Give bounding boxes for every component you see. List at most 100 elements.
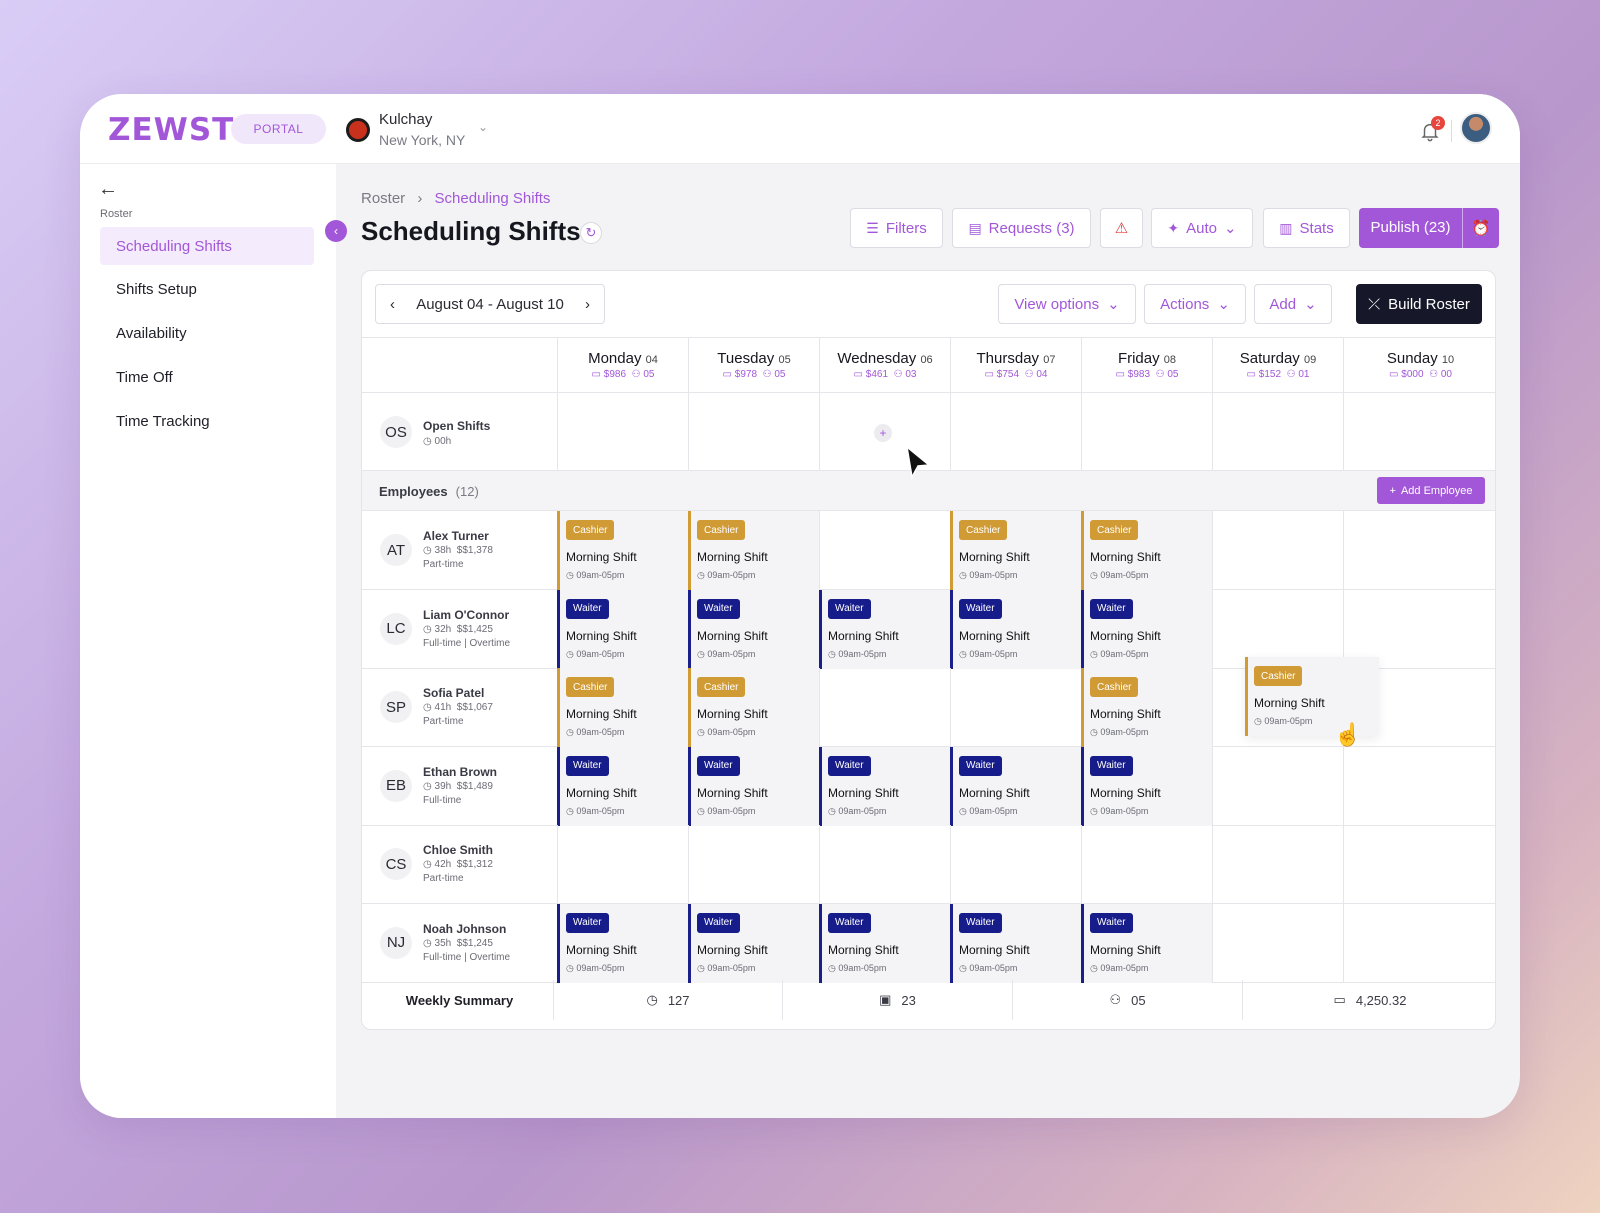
schedule-cell[interactable] — [1212, 903, 1343, 982]
people-icon: ⚇ — [762, 369, 772, 380]
chevron-down-icon[interactable]: ⌄ — [478, 120, 489, 134]
warning-button[interactable]: ⚠ — [1100, 208, 1143, 248]
shift-card[interactable]: Waiter Morning Shift ◷ 09am-05pm — [688, 589, 819, 669]
shift-card[interactable]: Cashier Morning Shift ◷ 09am-05pm — [557, 511, 688, 590]
schedule-cell[interactable] — [1212, 746, 1343, 825]
shift-card[interactable]: Cashier Morning Shift ◷ 09am-05pm — [688, 668, 819, 747]
employee-name[interactable]: Chloe Smith — [423, 843, 494, 857]
cash-icon: ▭ — [1246, 369, 1256, 380]
portal-badge[interactable]: PORTAL — [231, 114, 326, 144]
back-arrow-icon[interactable]: ← — [98, 178, 118, 200]
employee-name[interactable]: Liam O'Connor — [423, 607, 510, 622]
add-employee-button[interactable]: + Add Employee — [1377, 477, 1485, 504]
schedule-cell[interactable] — [1343, 903, 1495, 982]
schedule-cell[interactable] — [1343, 825, 1495, 903]
schedule-cell[interactable] — [1081, 825, 1212, 903]
open-shift-cell[interactable] — [557, 393, 688, 470]
shift-card[interactable]: Waiter Morning Shift ◷ 09am-05pm — [1081, 746, 1212, 826]
shift-card[interactable]: Waiter Morning Shift ◷ 09am-05pm — [819, 746, 950, 826]
day-stats: ▭ $000 ⚇ 00 — [1344, 369, 1495, 380]
refresh-icon[interactable]: ↻ — [580, 222, 602, 244]
sidebar-item-availability[interactable]: Availability — [116, 324, 187, 342]
schedule-cell[interactable] — [1343, 746, 1495, 825]
sidebar-item-shifts-setup[interactable]: Shifts Setup — [116, 280, 197, 298]
employee-initials: SP — [380, 691, 412, 723]
shift-card[interactable]: Cashier Morning Shift ◷ 09am-05pm — [688, 511, 819, 590]
shift-name: Morning Shift — [828, 628, 899, 643]
shift-card[interactable]: Waiter Morning Shift ◷ 09am-05pm — [688, 746, 819, 826]
shift-card[interactable]: Waiter Morning Shift ◷ 09am-05pm — [557, 903, 688, 983]
schedule-cell[interactable] — [557, 825, 688, 903]
schedule-cell[interactable] — [1212, 668, 1343, 746]
shift-card[interactable]: Cashier Morning Shift ◷ 09am-05pm — [1081, 511, 1212, 590]
view-options-dropdown[interactable]: View options ⌄ — [998, 284, 1136, 324]
role-badge: Cashier — [566, 520, 615, 540]
employee-name[interactable]: Alex Turner — [423, 529, 489, 543]
drag-hand-icon: ☝ — [1334, 722, 1362, 747]
publish-button[interactable]: Publish (23) ⏰ — [1359, 208, 1499, 248]
open-shift-cell[interactable] — [950, 393, 1081, 470]
shift-card[interactable]: Waiter Morning Shift ◷ 09am-05pm — [688, 903, 819, 983]
week-selector[interactable]: ‹ August 04 - August 10 › — [375, 284, 605, 324]
schedule-cell[interactable] — [819, 825, 950, 903]
shift-card[interactable]: Waiter Morning Shift ◷ 09am-05pm — [819, 589, 950, 669]
schedule-cell[interactable] — [1343, 511, 1495, 589]
clock-icon: ◷ — [423, 937, 432, 949]
shift-card[interactable]: Cashier Morning Shift ◷ 09am-05pm — [1081, 668, 1212, 747]
role-badge: Waiter — [566, 755, 609, 776]
cash-icon: ▭ — [1115, 369, 1125, 380]
schedule-cell[interactable] — [819, 668, 950, 746]
shift-card[interactable]: Waiter Morning Shift ◷ 09am-05pm — [1081, 903, 1212, 983]
shift-card[interactable]: Waiter Morning Shift ◷ 09am-05pm — [557, 746, 688, 826]
shift-card[interactable]: Waiter Morning Shift ◷ 09am-05pm — [950, 589, 1081, 669]
schedule-cell[interactable] — [950, 668, 1081, 746]
top-bar: ZEWST PORTAL Kulchay New York, NY ⌄ 2 — [80, 94, 1520, 164]
collapse-sidebar-button[interactable]: ‹ — [325, 220, 347, 242]
chevron-right-icon[interactable]: › — [584, 295, 590, 313]
schedule-cell[interactable] — [1343, 589, 1495, 668]
sidebar-item-time-off[interactable]: Time Off — [116, 368, 173, 386]
alarm-icon[interactable]: ⏰ — [1471, 220, 1491, 237]
schedule-cell[interactable] — [688, 825, 819, 903]
add-open-shift-button[interactable]: + — [874, 424, 892, 442]
shift-card[interactable]: Waiter Morning Shift ◷ 09am-05pm — [950, 746, 1081, 826]
shift-card[interactable]: Waiter Morning Shift ◷ 09am-05pm — [557, 589, 688, 669]
auto-dropdown[interactable]: ✦ Auto ⌄ — [1151, 208, 1253, 248]
open-shift-cell[interactable] — [819, 393, 950, 470]
schedule-cell[interactable] — [950, 825, 1081, 903]
location-name[interactable]: Kulchay — [379, 111, 433, 128]
dragging-shift-card[interactable]: Cashier Morning Shift ◷ 09am-05pm — [1245, 657, 1379, 736]
shift-card[interactable]: Cashier Morning Shift ◷ 09am-05pm — [557, 668, 688, 747]
breadcrumb-root[interactable]: Roster — [361, 190, 406, 207]
brand-logo[interactable]: ZEWST — [108, 112, 235, 148]
location-city[interactable]: New York, NY — [379, 132, 466, 148]
summary-hours: ◷ 127 — [553, 980, 782, 1020]
open-shift-cell[interactable] — [1081, 393, 1212, 470]
employee-initials: LC — [380, 612, 412, 645]
open-shift-cell[interactable] — [1212, 393, 1343, 470]
employee-name[interactable]: Sofia Patel — [423, 686, 485, 700]
open-shift-cell[interactable] — [1343, 393, 1495, 470]
shift-card[interactable]: Waiter Morning Shift ◷ 09am-05pm — [1081, 589, 1212, 669]
schedule-cell[interactable] — [1212, 825, 1343, 903]
employee-type: Full-time | Overtime — [423, 951, 511, 963]
shift-card[interactable]: Cashier Morning Shift ◷ 09am-05pm — [950, 511, 1081, 590]
add-dropdown[interactable]: Add ⌄ — [1254, 284, 1332, 324]
open-shift-cell[interactable] — [688, 393, 819, 470]
actions-dropdown[interactable]: Actions ⌄ — [1144, 284, 1246, 324]
schedule-cell[interactable] — [1212, 589, 1343, 668]
filters-button[interactable]: ☰ Filters — [850, 208, 943, 248]
build-roster-button[interactable]: ⤫ Build Roster — [1356, 284, 1482, 324]
shift-card[interactable]: Waiter Morning Shift ◷ 09am-05pm — [819, 903, 950, 983]
employee-name[interactable]: Ethan Brown — [423, 764, 497, 779]
sidebar-item-scheduling-shifts[interactable]: Scheduling Shifts — [100, 227, 314, 265]
shift-card[interactable]: Waiter Morning Shift ◷ 09am-05pm — [950, 903, 1081, 983]
stats-button[interactable]: ▥ Stats — [1263, 208, 1350, 248]
user-avatar[interactable] — [1460, 112, 1492, 144]
requests-button[interactable]: ▤ Requests (3) — [952, 208, 1091, 248]
chevron-left-icon[interactable]: ‹ — [390, 295, 395, 313]
sidebar-item-time-tracking[interactable]: Time Tracking — [116, 412, 210, 430]
schedule-cell[interactable] — [1212, 511, 1343, 589]
employee-name[interactable]: Noah Johnson — [423, 921, 507, 936]
schedule-cell[interactable] — [819, 511, 950, 589]
